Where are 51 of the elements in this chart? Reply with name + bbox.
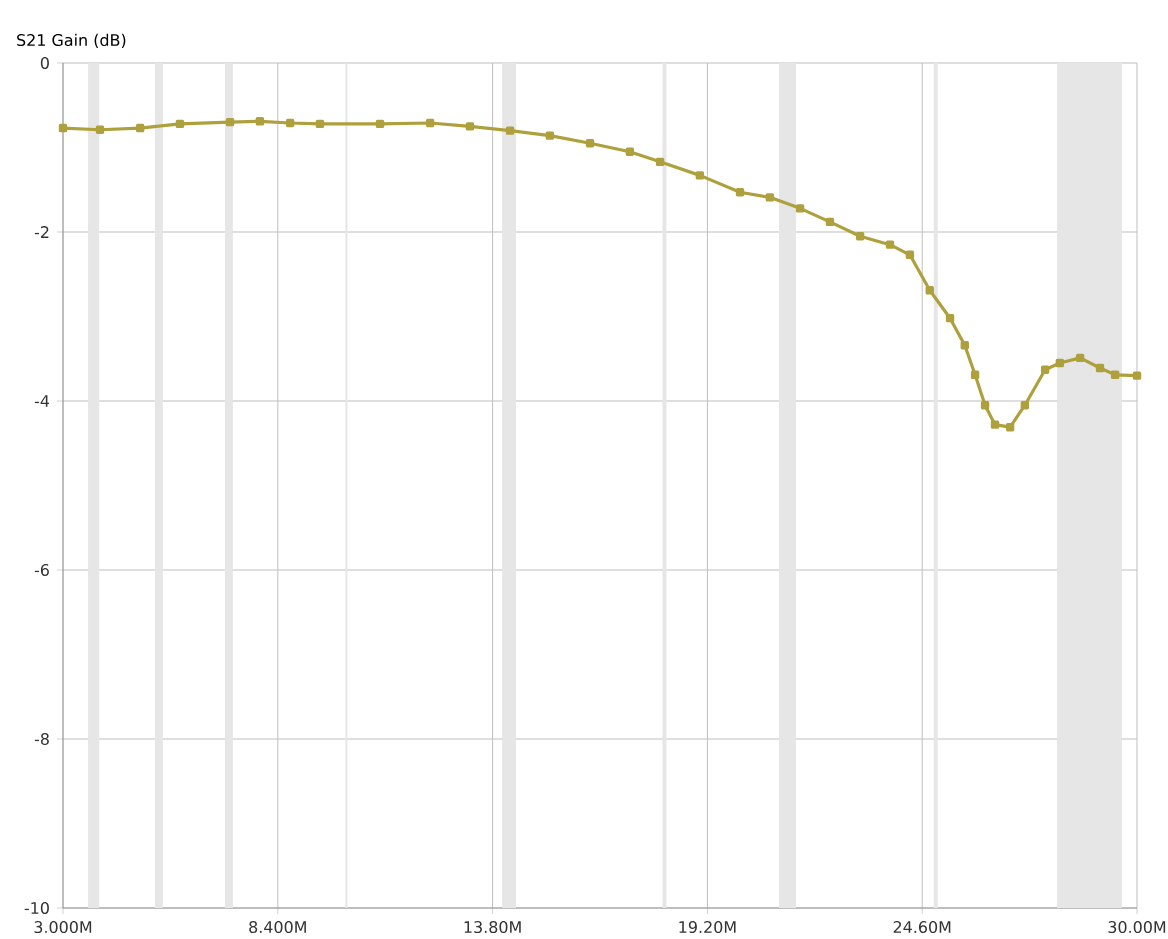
point: [1132, 371, 1142, 380]
point: [465, 122, 475, 131]
point: [885, 240, 895, 249]
y-tick-label: 0: [40, 56, 49, 70]
x-tick-label: 13.80M: [464, 921, 521, 934]
y-axis-title: S21 Gain (dB): [17, 33, 126, 48]
point: [1020, 401, 1030, 410]
point: [765, 193, 775, 202]
point: [735, 188, 745, 197]
point: [855, 232, 865, 241]
point: [95, 125, 105, 134]
point: [905, 250, 915, 259]
x-tick-label: 8.400M: [249, 921, 306, 934]
point: [960, 341, 969, 350]
y-tick-label: -6: [34, 563, 49, 577]
point: [925, 286, 934, 295]
point: [1040, 365, 1050, 374]
point: [135, 123, 145, 133]
point: [795, 204, 805, 213]
point: [655, 157, 665, 167]
point: [695, 171, 705, 180]
y-tick-label: -8: [34, 732, 49, 746]
point: [1005, 423, 1015, 432]
y-tick-label: -2: [34, 226, 49, 238]
point: [625, 147, 635, 156]
point: [425, 118, 435, 128]
point: [175, 119, 185, 129]
point: [255, 117, 265, 126]
y-tick-label: -4: [34, 395, 50, 407]
point: [375, 119, 385, 129]
x-tick-label: 3.000M: [34, 921, 92, 934]
x-tick-label: 30.00M: [1108, 921, 1166, 934]
point: [1110, 370, 1120, 379]
point: [1095, 363, 1105, 373]
point: [945, 313, 955, 323]
point: [505, 126, 515, 135]
point: [545, 131, 555, 140]
point: [825, 217, 835, 227]
point: [58, 123, 68, 133]
point: [1075, 353, 1085, 363]
point: [285, 118, 295, 128]
point: [315, 119, 325, 129]
point: [585, 139, 595, 148]
point: [1055, 358, 1065, 368]
x-tick-label: 24.60M: [893, 921, 951, 934]
point: [980, 401, 990, 410]
point: [990, 420, 1000, 429]
y-tick-label: -10: [24, 901, 49, 915]
point: [225, 117, 235, 127]
x-tick-label: 19.20M: [679, 921, 736, 934]
point: [970, 370, 980, 379]
